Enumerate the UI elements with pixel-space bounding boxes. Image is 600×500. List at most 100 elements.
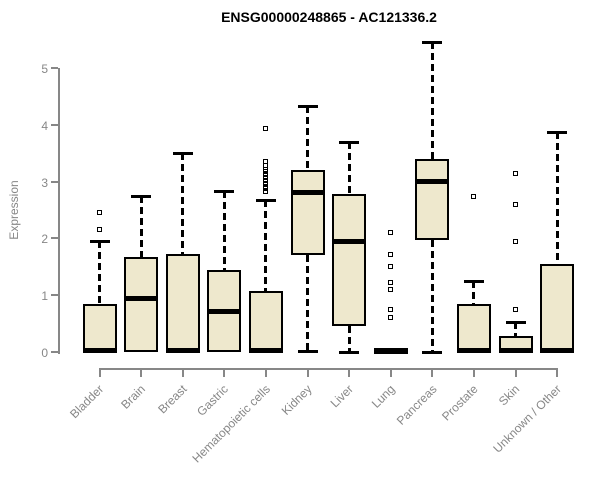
y-tick — [51, 67, 58, 69]
x-tick-label-gastric: Gastric — [194, 382, 232, 419]
box-pancreas — [415, 158, 450, 241]
whisker-top-hematopoietic-cells — [264, 200, 268, 291]
whisker-top-cap-hematopoietic-cells — [255, 199, 276, 203]
y-tick — [51, 294, 58, 297]
whisker-top-bladder — [98, 241, 101, 304]
median-kidney — [290, 190, 325, 196]
chart-title: ENSG00000248865 - AC121336.2 — [221, 9, 437, 25]
outlier-point-bladder — [97, 210, 102, 216]
x-tick-label-liver: Liver — [327, 382, 357, 411]
y-tick — [51, 237, 58, 240]
whisker-top-cap-gastric — [214, 190, 235, 194]
outlier-point-lung — [388, 252, 394, 258]
x-tick-label-pancreas: Pancreas — [393, 382, 440, 428]
outlier-point-bladder — [97, 227, 102, 233]
outlier-point-lung — [388, 287, 394, 293]
outlier-point-lung — [388, 264, 394, 270]
median-brain — [124, 295, 159, 301]
x-tick — [264, 368, 267, 377]
y-tick-label: 4 — [41, 118, 48, 133]
outlier-point-hematopoietic-cells — [263, 183, 269, 189]
y-tick — [51, 351, 58, 353]
x-tick — [556, 368, 559, 377]
box-bladder — [82, 303, 117, 352]
x-tick-label-kidney: Kidney — [278, 382, 315, 418]
x-tick-label-skin: Skin — [495, 382, 523, 409]
box-brain — [124, 256, 159, 352]
x-tick-label-breast: Breast — [155, 382, 190, 417]
box-breast — [165, 253, 200, 352]
box-kidney — [290, 170, 325, 256]
median-skin — [498, 347, 533, 353]
x-axis-line — [98, 368, 559, 370]
x-tick-label-lung: Lung — [368, 382, 398, 411]
x-tick — [514, 368, 517, 377]
median-gastric — [207, 308, 242, 314]
whisker-bottom-kidney — [306, 255, 309, 351]
box-prostate — [456, 303, 491, 352]
x-tick — [348, 368, 351, 377]
whisker-top-kidney — [306, 106, 309, 171]
x-tick — [140, 368, 143, 377]
whisker-top-cap-pancreas — [422, 41, 443, 45]
whisker-top-liver — [347, 141, 351, 194]
x-tick-label-bladder: Bladder — [67, 382, 107, 422]
outlier-point-lung — [388, 315, 394, 321]
median-lung — [373, 348, 408, 354]
whisker-top-skin — [514, 321, 517, 337]
x-tick — [472, 368, 475, 377]
outlier-point-hematopoietic-cells — [263, 177, 269, 183]
outlier-point-hematopoietic-cells — [263, 189, 269, 195]
whisker-top-breast — [181, 153, 185, 254]
median-prostate — [456, 347, 491, 353]
whisker-top-cap-skin — [505, 320, 526, 324]
outlier-point-skin — [513, 201, 518, 207]
whisker-top-cap-breast — [172, 152, 193, 156]
y-tick-label: 5 — [41, 62, 48, 76]
whisker-top-unknown-other — [555, 132, 559, 264]
whisker-top-cap-bladder — [89, 240, 110, 244]
outlier-point-hematopoietic-cells — [263, 180, 269, 186]
outlier-point-prostate — [471, 194, 477, 200]
whisker-top-cap-liver — [339, 140, 360, 144]
y-tick — [51, 180, 58, 183]
box-hematopoietic-cells — [248, 290, 283, 352]
box-unknown-other — [540, 263, 575, 352]
x-tick — [306, 368, 309, 377]
outlier-point-lung — [388, 230, 394, 236]
y-axis-line — [58, 68, 60, 354]
outlier-point-hematopoietic-cells — [263, 175, 269, 181]
outlier-point-skin — [513, 307, 518, 313]
outlier-point-hematopoietic-cells — [263, 125, 269, 131]
y-tick-label: 3 — [41, 175, 48, 190]
outlier-point-skin — [513, 239, 518, 245]
outlier-point-hematopoietic-cells — [263, 186, 269, 192]
whisker-top-cap-prostate — [463, 280, 484, 283]
x-tick — [181, 368, 184, 377]
y-tick-label: 0 — [41, 346, 48, 360]
x-tick — [98, 368, 101, 377]
x-tick-label-hematopoietic-cells: Hematopoietic cells — [189, 382, 273, 466]
whisker-top-brain — [139, 195, 143, 257]
whisker-bottom-liver — [347, 326, 351, 352]
y-tick — [51, 123, 58, 126]
outlier-point-hematopoietic-cells — [263, 159, 269, 165]
outlier-point-hematopoietic-cells — [263, 166, 269, 172]
whisker-top-pancreas — [430, 42, 434, 159]
whisker-bottom-pancreas — [430, 240, 434, 352]
outlier-point-hematopoietic-cells — [263, 172, 269, 178]
median-hematopoietic-cells — [248, 347, 283, 353]
whisker-bottom-cap-liver — [339, 351, 360, 354]
whisker-top-prostate — [472, 281, 476, 304]
whisker-top-cap-brain — [131, 194, 152, 198]
outlier-point-lung — [388, 279, 394, 285]
x-tick — [389, 368, 392, 377]
x-tick — [431, 368, 434, 377]
x-tick-label-brain: Brain — [118, 382, 149, 412]
y-tick-label: 2 — [41, 232, 48, 247]
outlier-point-skin — [513, 170, 518, 176]
whisker-top-cap-unknown-other — [547, 131, 568, 135]
x-tick — [223, 368, 226, 377]
x-tick-label-prostate: Prostate — [439, 382, 481, 424]
